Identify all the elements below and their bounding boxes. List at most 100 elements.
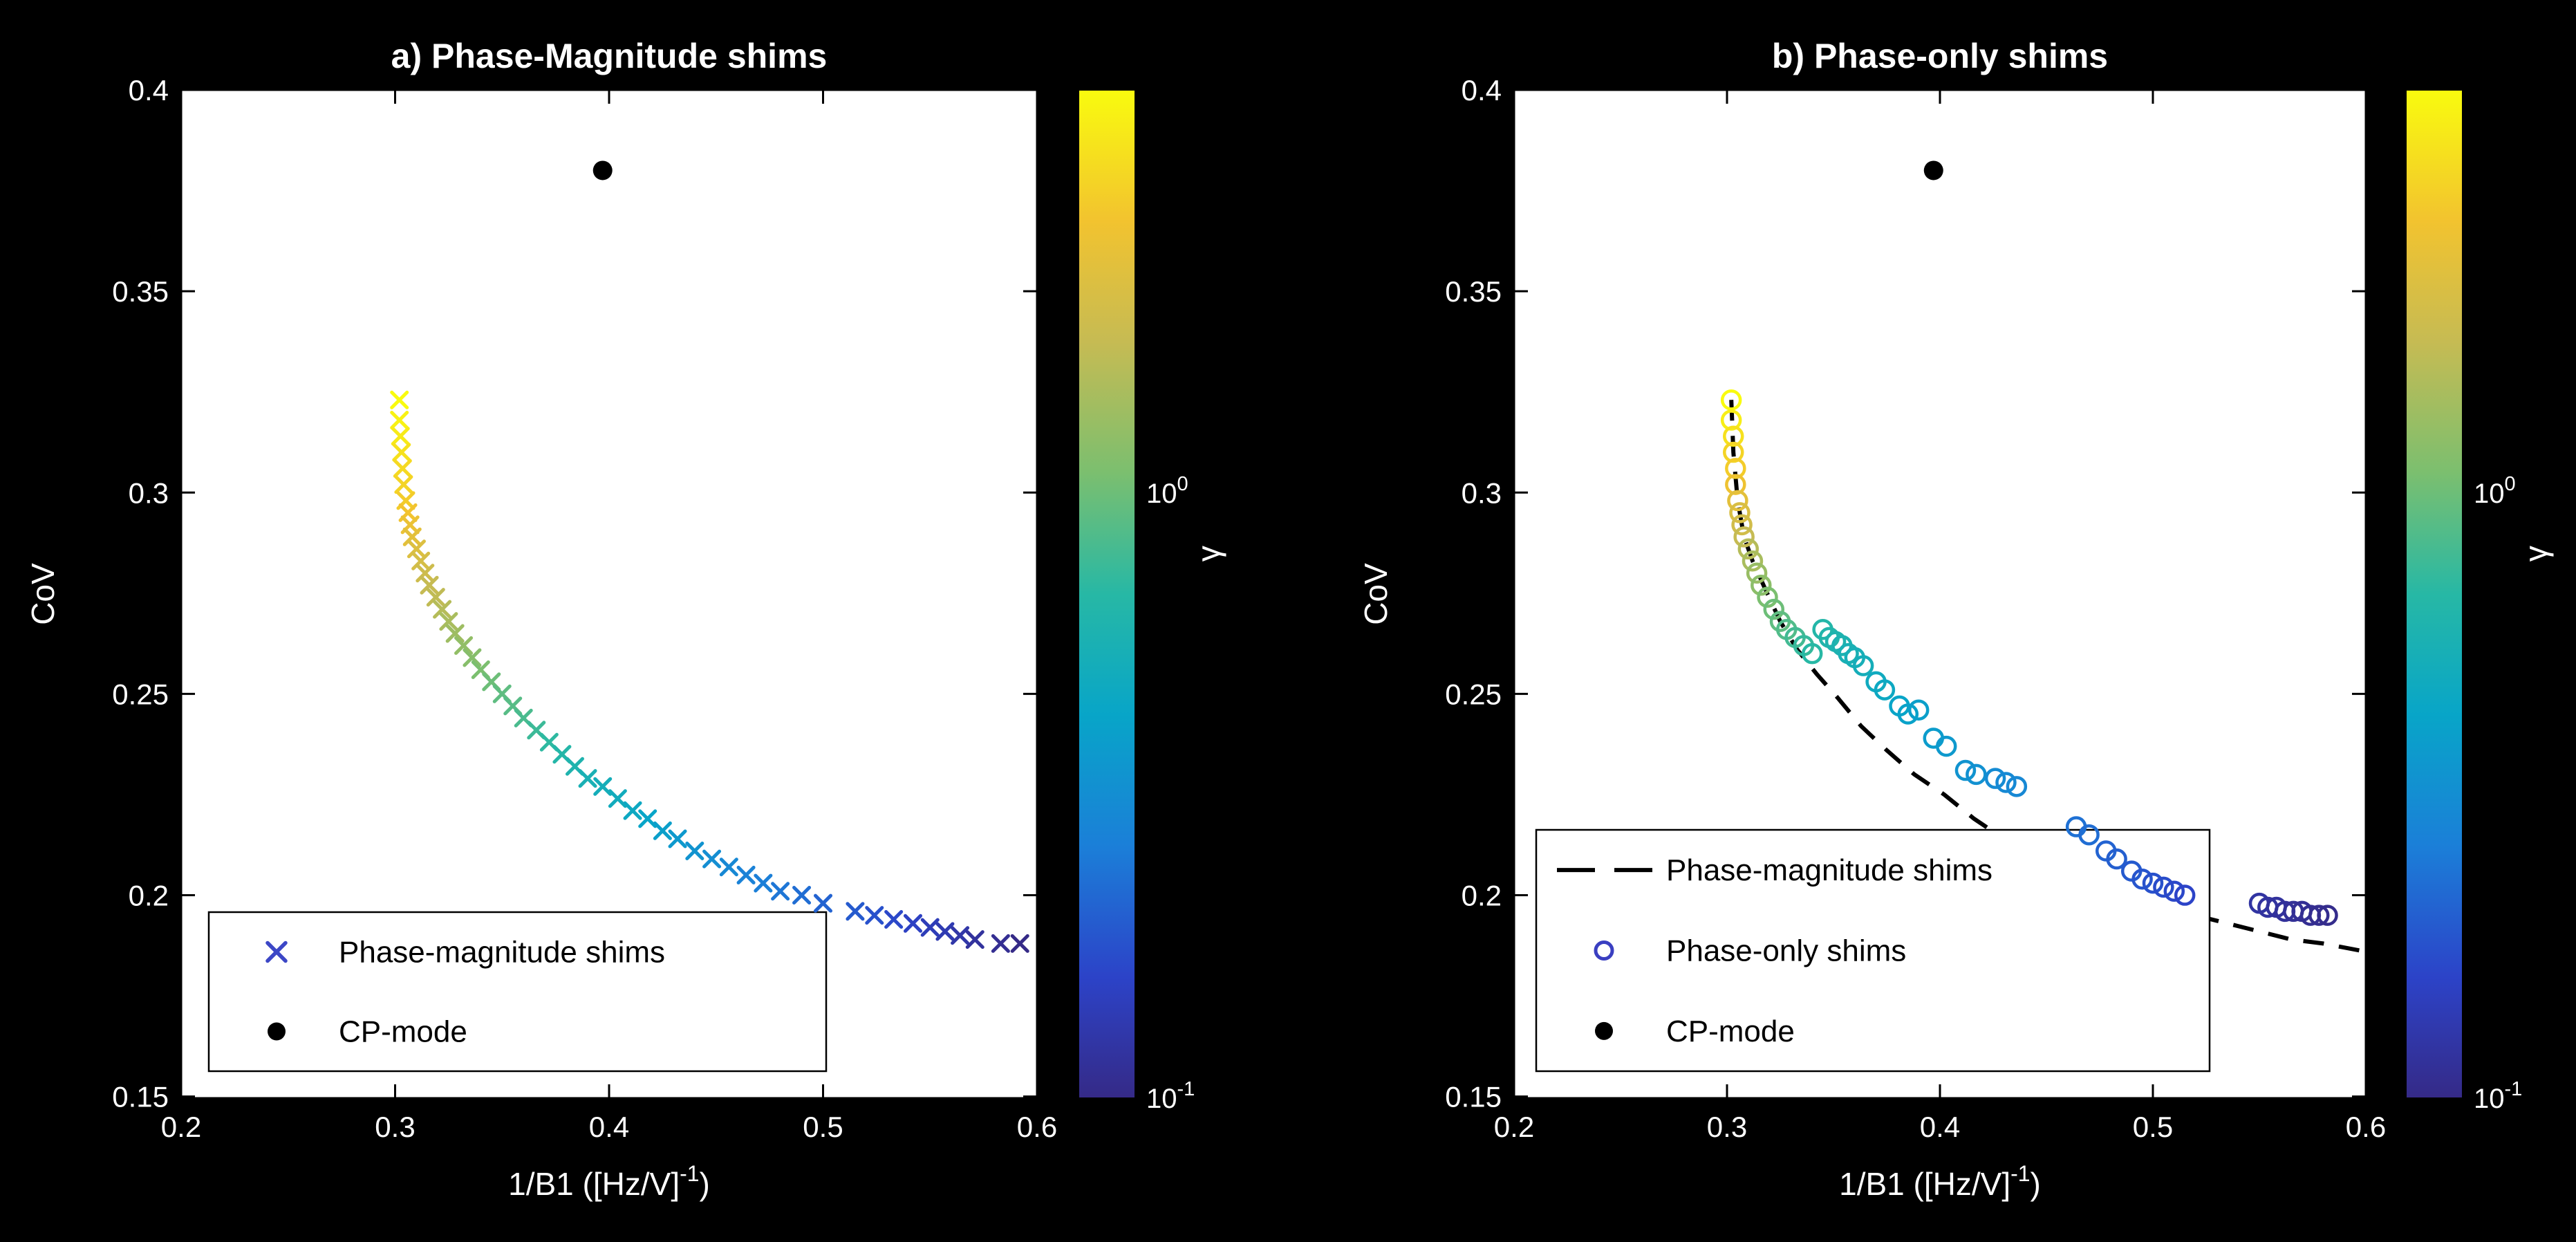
data-point	[638, 809, 657, 828]
data-point	[407, 539, 426, 559]
axes	[180, 89, 1038, 1100]
data-point	[433, 600, 452, 619]
y-tick-label: 0.15	[1445, 1081, 1502, 1113]
x-tick-label: 0.4	[1920, 1111, 1960, 1143]
data-point	[393, 458, 412, 478]
panel-title: a) Phase-Magnitude shims	[391, 37, 828, 75]
y-tick-label: 0.35	[112, 275, 169, 308]
data-point	[1722, 425, 1744, 447]
legend-label: Phase-only shims	[1666, 934, 1906, 968]
data-point	[2106, 848, 2127, 870]
data-point	[623, 801, 642, 820]
legend-label: CP-mode	[1666, 1014, 1795, 1048]
data-point	[702, 849, 722, 869]
data-point	[991, 934, 1010, 953]
data-point	[1729, 502, 1751, 523]
data-point	[1742, 550, 1764, 572]
data-point	[1733, 526, 1755, 548]
axes	[1513, 89, 2367, 1100]
data-point	[1897, 703, 1919, 725]
subplot-a: Phase-magnitude shims CP-mode 0.2 0.3 0.4 0.5…	[25, 37, 1226, 1202]
data-point	[668, 829, 687, 849]
data-point	[2308, 905, 2330, 926]
data-point	[1731, 514, 1753, 536]
data-point	[482, 672, 501, 692]
y-tick-label: 0.2	[129, 880, 169, 912]
data-point	[394, 475, 413, 494]
data-point	[463, 648, 482, 667]
y-tick-label: 0.15	[112, 1081, 169, 1113]
cp-mode-series	[1923, 160, 1943, 180]
data-point	[471, 660, 490, 679]
data-point	[771, 882, 790, 901]
subplot-b: Phase-magnitude shims Phase-only shims CP-…	[1358, 37, 2554, 1202]
data-point	[951, 926, 970, 945]
colorbar-bar	[1078, 89, 1136, 1099]
data-point	[1852, 655, 1874, 676]
y-tick-label: 0.2	[1462, 880, 1502, 912]
data-point	[416, 564, 435, 583]
cp-mode-series	[592, 160, 613, 180]
y-axis-label: CoV	[1358, 563, 1394, 625]
data-point	[814, 893, 832, 913]
panel-title: b) Phase-only shims	[1772, 37, 2108, 75]
data-point	[439, 612, 458, 631]
colorbar: 100 10-1 γ	[1078, 89, 1226, 1114]
legend-entry: CP-mode	[268, 1015, 467, 1049]
data-point	[965, 930, 984, 949]
x-tick-label: 0.5	[803, 1111, 843, 1143]
data-point	[2163, 880, 2185, 902]
data-point	[1746, 562, 1768, 584]
legend-entry: Phase-only shims	[1594, 934, 1906, 968]
data-point	[719, 858, 738, 877]
x-tick-label: 0.2	[161, 1111, 201, 1143]
data-point	[884, 909, 904, 929]
data-point	[390, 410, 409, 429]
data-point	[2131, 868, 2153, 890]
data-point	[1935, 735, 1957, 757]
x-tick-label: 0.3	[375, 1111, 415, 1143]
data-point	[514, 708, 533, 727]
data-point	[846, 902, 865, 921]
x-marker-icon	[265, 940, 288, 963]
x-tick-label: 0.6	[1017, 1111, 1057, 1143]
data-point	[1907, 699, 1930, 721]
legend-box	[207, 911, 828, 1073]
data-point	[1720, 389, 1742, 411]
circle-marker-icon	[1594, 940, 1614, 961]
pareto-scatter	[390, 390, 1029, 953]
data-point	[1725, 458, 1746, 479]
data-point	[865, 906, 884, 925]
data-point	[1984, 768, 2006, 789]
data-point	[2006, 776, 2028, 797]
data-point	[539, 732, 559, 752]
colorbar-tick-label: 100	[1146, 473, 1188, 509]
pareto-dashed-line	[1729, 400, 2367, 954]
data-point	[1801, 642, 1823, 665]
data-point	[391, 427, 410, 446]
legend-entry: Phase-magnitude shims	[1557, 853, 1992, 887]
legend-label: Phase-magnitude shims	[339, 936, 665, 970]
dot-marker-icon	[1595, 1021, 1613, 1040]
data-point	[454, 636, 474, 656]
data-point	[608, 789, 627, 808]
data-point	[2317, 905, 2338, 926]
colorbar-tick-label: 10-1	[1146, 1078, 1195, 1114]
legend: Phase-magnitude shims CP-mode	[207, 911, 828, 1073]
y-axis-label: CoV	[25, 563, 61, 625]
data-point	[1874, 679, 1896, 701]
data-point	[392, 443, 411, 462]
data-point	[2153, 876, 2174, 898]
data-point	[1995, 772, 2017, 793]
y-tick-label: 0.35	[1445, 275, 1502, 308]
data-point	[426, 588, 445, 607]
data-point	[1757, 586, 1778, 608]
legend-label: Phase-magnitude shims	[1666, 853, 1992, 887]
y-tick-label: 0.4	[1462, 74, 1502, 106]
data-point	[593, 777, 613, 796]
colorbar-tick-label: 10-1	[2474, 1078, 2522, 1114]
data-point	[445, 624, 465, 643]
data-point	[1010, 934, 1029, 953]
